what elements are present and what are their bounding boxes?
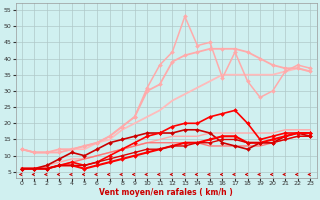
X-axis label: Vent moyen/en rafales ( km/h ): Vent moyen/en rafales ( km/h ) [99,188,233,197]
